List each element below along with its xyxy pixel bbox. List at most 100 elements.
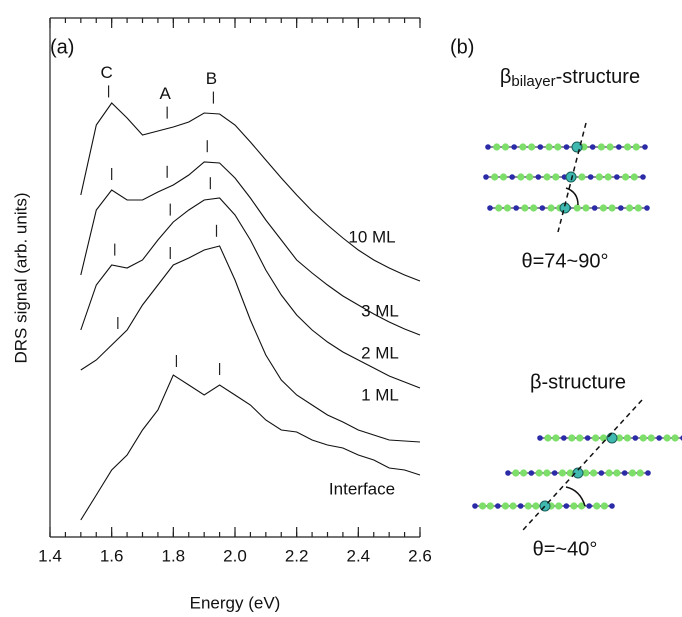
atom xyxy=(555,502,563,510)
atom xyxy=(614,174,620,180)
atom xyxy=(639,434,647,442)
peak-label: A xyxy=(159,84,171,103)
atom xyxy=(495,503,501,509)
atom xyxy=(613,469,621,477)
atom xyxy=(615,434,624,442)
atom xyxy=(501,502,510,510)
atom xyxy=(472,503,478,509)
atom xyxy=(618,205,624,211)
structure-title: βbilayer-structure xyxy=(500,66,640,90)
atom xyxy=(528,470,535,476)
series-label: 10 ML xyxy=(348,227,395,246)
atom xyxy=(493,143,501,151)
atom xyxy=(544,434,552,442)
atom xyxy=(519,143,527,151)
atom xyxy=(606,143,614,151)
axis-dash xyxy=(557,122,587,233)
atom xyxy=(593,502,601,510)
atom xyxy=(576,434,584,442)
metal-atom xyxy=(606,432,618,444)
atom xyxy=(566,469,574,477)
atom xyxy=(537,144,544,150)
curve xyxy=(80,102,421,282)
atom xyxy=(495,204,503,212)
title-symbol: β xyxy=(500,66,512,88)
peak-label: C xyxy=(100,63,112,82)
atom xyxy=(623,434,631,442)
axis-dash xyxy=(522,399,643,531)
title-rest: -structure xyxy=(556,66,640,88)
atom xyxy=(582,204,590,212)
y-axis-label: DRS signal (arb. units) xyxy=(11,192,30,363)
atom xyxy=(543,469,551,477)
structure-title: β-structure xyxy=(530,371,626,393)
atom xyxy=(584,435,591,441)
curve xyxy=(80,197,421,389)
atom xyxy=(598,470,605,476)
x-tick-label: 2.2 xyxy=(285,546,309,565)
atom xyxy=(630,173,638,181)
atom xyxy=(543,173,551,181)
atom xyxy=(605,469,613,477)
atom xyxy=(609,503,615,509)
atom xyxy=(509,502,517,510)
atom xyxy=(582,469,590,477)
angle-arc xyxy=(565,486,586,507)
atom xyxy=(485,144,491,150)
atom xyxy=(604,173,612,181)
atom xyxy=(570,502,578,510)
atom xyxy=(589,144,596,150)
series-label: 2 ML xyxy=(361,343,399,362)
atom xyxy=(597,143,605,151)
atom xyxy=(535,174,542,180)
atom xyxy=(645,470,651,476)
atom xyxy=(621,173,630,181)
atom xyxy=(592,434,600,442)
atom xyxy=(551,470,558,476)
atom xyxy=(621,470,628,476)
atom xyxy=(503,204,512,212)
atom xyxy=(519,469,528,477)
metal-atom xyxy=(565,171,577,183)
atom xyxy=(524,502,532,510)
atom xyxy=(642,144,648,150)
angle-arc xyxy=(565,187,579,206)
atom xyxy=(512,469,520,477)
peak-label: B xyxy=(206,69,217,88)
series-label: 3 ML xyxy=(361,301,399,320)
atom xyxy=(623,143,632,151)
atom xyxy=(486,502,494,510)
atom xyxy=(552,173,560,181)
x-axis-label: Energy (eV) xyxy=(190,593,281,612)
atom xyxy=(532,502,540,510)
atom xyxy=(561,435,567,441)
atom xyxy=(545,143,553,151)
atom xyxy=(578,173,586,181)
atom xyxy=(632,435,639,441)
angle-label: θ=74~90° xyxy=(522,250,609,272)
atom xyxy=(616,144,622,150)
molecule-diagram xyxy=(472,122,682,531)
atom xyxy=(599,434,608,442)
curve xyxy=(80,374,421,521)
atom xyxy=(513,205,519,211)
atom xyxy=(505,470,511,476)
atom xyxy=(573,204,581,212)
curve xyxy=(80,245,421,443)
atom xyxy=(554,143,562,151)
atom xyxy=(568,434,576,442)
atom xyxy=(595,173,603,181)
x-tick-label: 1.6 xyxy=(100,546,124,565)
atom xyxy=(487,205,493,211)
atom xyxy=(628,469,637,477)
series-label: Interface xyxy=(329,479,395,498)
atom xyxy=(636,469,644,477)
title-subscript: bilayer xyxy=(511,73,555,90)
atom xyxy=(632,143,640,151)
atom xyxy=(587,174,594,180)
atom xyxy=(479,502,487,510)
panel-label: (b) xyxy=(450,36,474,58)
atom xyxy=(491,173,499,181)
atom xyxy=(577,502,586,510)
